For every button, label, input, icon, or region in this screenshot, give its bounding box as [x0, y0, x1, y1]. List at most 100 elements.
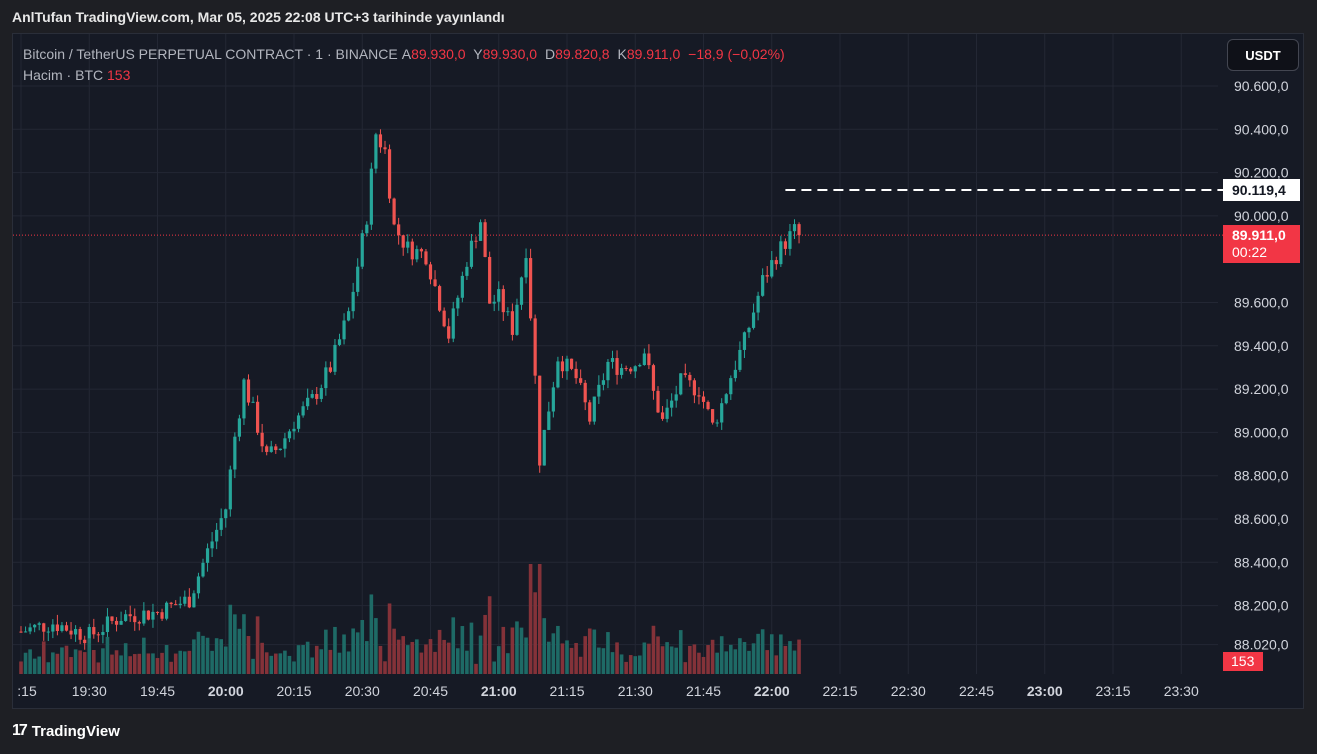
candle-body	[679, 373, 683, 395]
volume-bar	[537, 564, 542, 674]
volume-bar	[151, 653, 155, 674]
change-value: −18,9 (−0,02%)	[688, 46, 785, 62]
candle-body	[797, 224, 801, 236]
volume-bar	[41, 641, 46, 674]
x-tick-label: :15	[17, 683, 37, 699]
candle-body	[542, 429, 546, 466]
candle-body	[419, 249, 423, 252]
volume-bar	[123, 643, 128, 674]
volume-bar	[242, 614, 246, 674]
volume-bar	[506, 653, 510, 674]
volume-bar	[173, 653, 178, 674]
candle-body	[519, 277, 524, 305]
y-tick-label: 88.200,0	[1234, 598, 1289, 614]
candle-body	[383, 147, 387, 150]
chart-panel[interactable]: :15 19:30 19:45 20:00 20:15 20:30 20:45 21:00 21…	[12, 33, 1304, 709]
volume-bar	[424, 644, 428, 674]
candle-body	[374, 134, 378, 169]
candle-body	[592, 396, 596, 422]
candle-body	[629, 368, 633, 372]
volume-bar	[214, 638, 219, 674]
volume-bar	[324, 629, 328, 674]
candle-body	[337, 339, 342, 345]
volume-bar	[314, 645, 319, 674]
candle-body	[601, 380, 605, 385]
volume-bar	[628, 655, 633, 674]
candle-body	[169, 602, 173, 605]
candle-body	[651, 365, 656, 391]
symbol-name: Bitcoin / TetherUS PERPETUAL CONTRACT · …	[23, 46, 398, 62]
candle-body	[783, 241, 787, 249]
candle-body	[751, 312, 756, 328]
volume-bar	[542, 618, 547, 674]
candle-body	[647, 353, 651, 366]
volume-bar	[183, 651, 187, 674]
candle-body	[105, 616, 110, 633]
volume-bar	[633, 656, 638, 674]
candle-body	[315, 394, 319, 399]
candle-body	[60, 625, 64, 631]
candle-body	[788, 231, 792, 249]
price-chart[interactable]: :15 19:30 19:45 20:00 20:15 20:30 20:45 21:00 21…	[13, 34, 1304, 709]
currency-button[interactable]: USDT	[1227, 39, 1299, 71]
volume-bar	[60, 647, 64, 674]
x-tick-label: 23:30	[1164, 683, 1199, 699]
candle-body	[96, 634, 100, 636]
bar-countdown: 00:22	[1232, 244, 1268, 260]
candle-body	[733, 369, 737, 379]
candle-body	[451, 308, 455, 339]
volume-bar	[697, 652, 701, 674]
candle-body	[142, 610, 146, 624]
volume-bar	[560, 643, 565, 674]
volume-bar	[73, 649, 78, 674]
x-tick-label: 22:30	[891, 683, 926, 699]
volume-bar	[656, 636, 660, 674]
volume-bar	[105, 636, 110, 674]
volume-bar	[205, 637, 210, 674]
volume-bar	[374, 618, 378, 674]
volume-bar	[405, 645, 410, 674]
volume-bar	[565, 640, 569, 674]
candle-body	[128, 614, 132, 617]
candle-body	[424, 251, 428, 265]
candle-body	[319, 388, 323, 399]
y-tick-label: 88.600,0	[1234, 511, 1289, 527]
volume-bar	[78, 650, 82, 674]
y-tick-label: 89.400,0	[1234, 338, 1289, 354]
candle-body	[246, 379, 251, 403]
candle-body	[597, 384, 601, 397]
candle-body	[124, 614, 128, 621]
candle-body	[183, 596, 187, 604]
brand-name: TradingView	[31, 722, 120, 740]
x-tick-label: 20:45	[413, 683, 448, 699]
volume-bar	[774, 655, 779, 674]
candle-body	[456, 297, 460, 309]
volume-bar	[437, 629, 442, 674]
volume-bar	[492, 661, 496, 674]
candle-body	[720, 403, 724, 423]
candle-body	[110, 616, 114, 621]
candle-body	[560, 361, 565, 372]
candle-body	[292, 428, 296, 432]
high-label: Y	[473, 46, 483, 62]
volume-bar	[415, 639, 419, 674]
candle-body	[665, 407, 669, 419]
volume-bar	[710, 639, 715, 674]
candle-body	[565, 358, 569, 372]
footer-brand[interactable]: 17 TradingView	[12, 722, 120, 740]
volume-bar	[255, 616, 260, 674]
candle-body	[196, 576, 201, 594]
candle-body	[92, 627, 96, 635]
candle-body	[55, 624, 59, 631]
volume-bar	[410, 641, 415, 674]
candle-body	[205, 548, 210, 563]
candle-body	[688, 374, 692, 381]
volume-bar	[396, 639, 401, 674]
candle-body	[406, 241, 410, 248]
candle-body	[87, 627, 91, 644]
volume-bar	[547, 641, 551, 674]
candle-body	[756, 295, 760, 313]
volume-bar	[469, 622, 474, 674]
candle-body	[638, 364, 642, 367]
candle-body	[351, 291, 355, 312]
